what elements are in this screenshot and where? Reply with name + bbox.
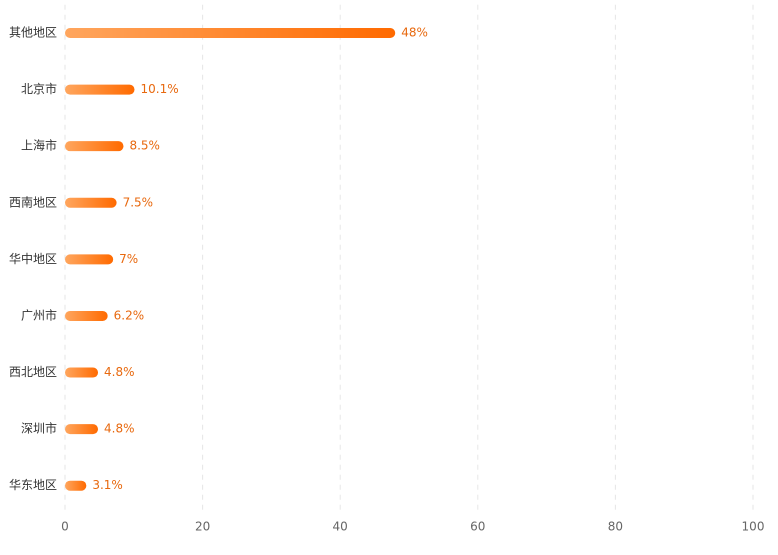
bar bbox=[65, 480, 87, 491]
value-label: 4.8% bbox=[104, 422, 135, 436]
x-tick-label: 20 bbox=[195, 520, 210, 534]
y-tick-label: 西北地区 bbox=[9, 365, 57, 379]
y-tick-label: 上海市 bbox=[21, 138, 57, 153]
value-label: 8.5% bbox=[129, 139, 160, 153]
bar bbox=[65, 27, 396, 38]
y-tick-label: 深圳市 bbox=[21, 421, 57, 436]
y-tick-label: 北京市 bbox=[21, 81, 57, 96]
x-tick-label: 60 bbox=[470, 520, 485, 534]
value-label: 3.1% bbox=[92, 478, 123, 492]
bar bbox=[65, 424, 99, 435]
y-tick-label: 其他地区 bbox=[9, 25, 57, 39]
y-tick-label: 广州市 bbox=[21, 307, 57, 322]
bar bbox=[65, 84, 135, 95]
x-tick-label: 100 bbox=[742, 520, 765, 534]
y-tick-label: 华东地区 bbox=[9, 478, 57, 492]
bar bbox=[65, 367, 99, 378]
bar bbox=[65, 254, 114, 265]
bar bbox=[65, 197, 117, 208]
value-label: 6.2% bbox=[114, 308, 145, 322]
x-tick-label: 40 bbox=[333, 520, 348, 534]
bar bbox=[65, 141, 124, 152]
y-tick-label: 西南地区 bbox=[9, 194, 57, 209]
value-label: 4.8% bbox=[104, 365, 135, 379]
value-label: 10.1% bbox=[140, 82, 178, 96]
x-tick-label: 80 bbox=[608, 520, 623, 534]
value-label: 7% bbox=[119, 252, 138, 266]
y-tick-label: 华中地区 bbox=[9, 251, 57, 266]
bar bbox=[65, 310, 108, 321]
value-label: 48% bbox=[401, 25, 428, 39]
x-tick-label: 0 bbox=[61, 520, 69, 534]
value-label: 7.5% bbox=[123, 195, 154, 209]
